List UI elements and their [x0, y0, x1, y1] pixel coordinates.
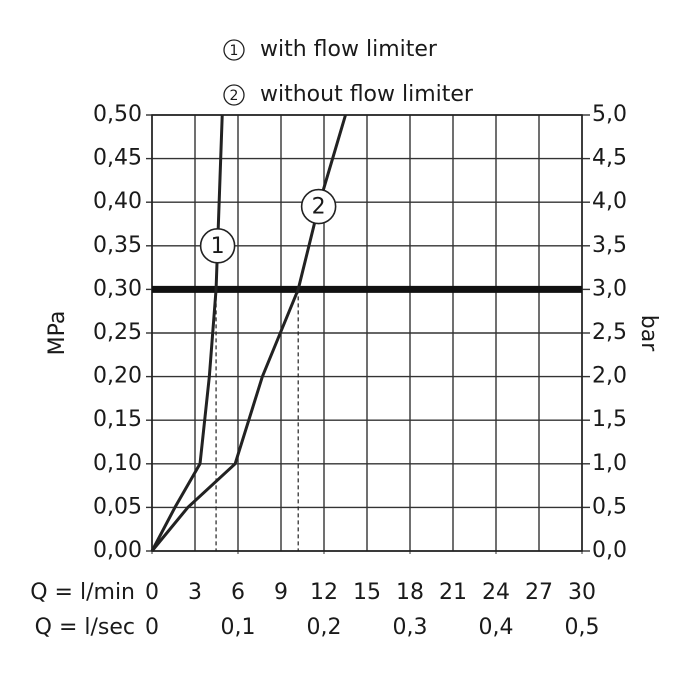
y2-tick-label: 4,5 — [592, 146, 627, 171]
y-tick-label: 0,50 — [93, 102, 142, 127]
x2-tick-label: 0 — [145, 615, 159, 640]
y-tick-label: 0,35 — [93, 233, 142, 258]
x-axis-label: Q = l/min — [30, 580, 135, 605]
y-tick-label: 0,10 — [93, 451, 142, 476]
x-tick-label: 18 — [396, 580, 424, 605]
x2-tick-label: 0,5 — [565, 615, 600, 640]
y-tick-label: 0,05 — [93, 494, 142, 519]
legend-marker — [223, 39, 245, 61]
curve-label-circle — [300, 188, 337, 225]
plot-frame — [151, 114, 583, 552]
y2-tick-label: 2,0 — [592, 364, 627, 389]
y2-tick-label: 3,5 — [592, 233, 627, 258]
y-tick-label: 0,45 — [93, 146, 142, 171]
y-tick-label: 0,00 — [93, 538, 142, 563]
curve-label: 2 — [312, 195, 326, 220]
y-tick-label: 0,20 — [93, 364, 142, 389]
y2-tick-label: 5,0 — [592, 102, 627, 127]
curve-label: 1 — [211, 234, 225, 259]
x-tick-label: 21 — [439, 580, 467, 605]
legend-marker-label: 1 — [230, 43, 239, 59]
y-tick-label: 0,25 — [93, 320, 142, 345]
x-tick-label: 15 — [353, 580, 381, 605]
y2-axis-label: bar — [636, 315, 661, 352]
legend-marker — [223, 84, 245, 106]
x-tick-label: 30 — [568, 580, 596, 605]
x2-tick-label: 0,4 — [479, 615, 514, 640]
y2-tick-label: 1,5 — [592, 407, 627, 432]
legend-label: with flow limiter — [260, 37, 438, 62]
legend-marker-label: 2 — [230, 88, 239, 104]
x-tick-label: 6 — [231, 580, 245, 605]
x-tick-label: 24 — [482, 580, 510, 605]
x2-tick-label: 0,3 — [393, 615, 428, 640]
x-tick-label: 27 — [525, 580, 553, 605]
x2-tick-label: 0,2 — [307, 615, 342, 640]
x2-axis-label: Q = l/sec — [35, 615, 135, 640]
y2-tick-label: 2,5 — [592, 320, 627, 345]
x-tick-label: 12 — [310, 580, 338, 605]
y2-tick-label: 1,0 — [592, 451, 627, 476]
curve-label-circle — [199, 228, 236, 264]
y2-tick-label: 0,0 — [592, 538, 627, 563]
x-tick-label: 9 — [274, 580, 288, 605]
y2-tick-label: 3,0 — [592, 276, 627, 301]
y2-tick-label: 4,0 — [592, 189, 627, 214]
x-tick-label: 0 — [145, 580, 159, 605]
y-axis-label: MPa — [45, 311, 70, 356]
legend-label: without flow limiter — [260, 82, 474, 107]
x2-tick-label: 0,1 — [221, 615, 256, 640]
y-tick-label: 0,15 — [93, 407, 142, 432]
y-tick-label: 0,40 — [93, 189, 142, 214]
x-tick-label: 3 — [188, 580, 202, 605]
y-tick-label: 0,30 — [93, 276, 142, 301]
y2-tick-label: 0,5 — [592, 494, 627, 519]
